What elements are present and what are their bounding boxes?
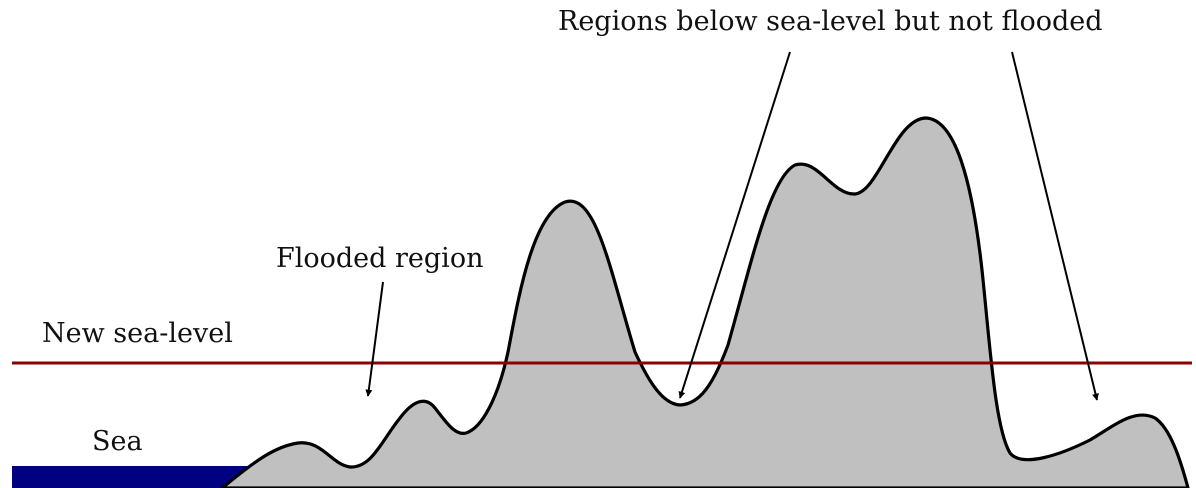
flooded-region-arrow <box>365 281 384 397</box>
new-sea-level-label: New sea-level <box>42 318 233 349</box>
terrain-profile <box>220 116 1190 488</box>
unflooded-region-arrow-right <box>1011 51 1099 401</box>
sea-label: Sea <box>92 426 143 457</box>
unflooded-regions-label: Regions below sea-level but not flooded <box>558 6 1103 37</box>
flooded-region-label: Flooded region <box>276 243 483 274</box>
sea-body <box>12 466 252 488</box>
unflooded-region-arrow-left <box>678 51 791 399</box>
